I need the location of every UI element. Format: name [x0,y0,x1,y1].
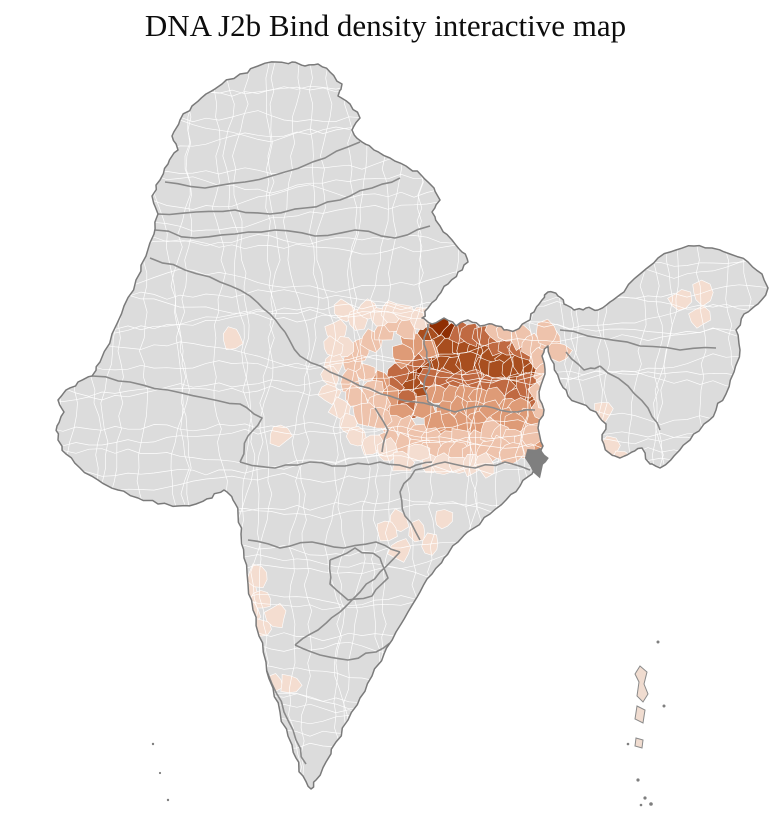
islet-speck [626,742,630,746]
no-data-dark-district [524,447,549,479]
islet-speck [656,640,660,644]
islands-group [151,640,666,807]
islet-speck [158,771,162,775]
islet-speck [639,803,643,807]
page-title: DNA J2b Bind density interactive map [144,8,627,43]
islet-speck [166,798,170,802]
islet-speck [643,796,647,800]
islet-speck [649,802,653,806]
islet-speck [151,742,155,746]
islet-speck [662,704,666,708]
islet-speck [636,778,640,782]
